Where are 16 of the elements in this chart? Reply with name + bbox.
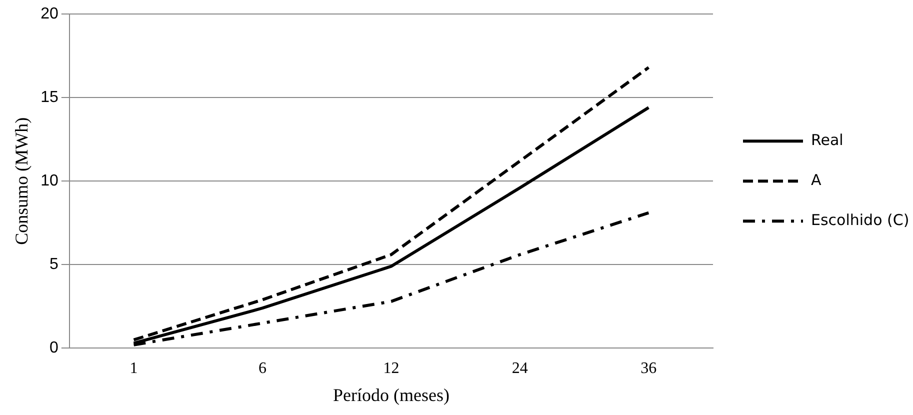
x-axis-title: Período (meses)	[332, 384, 450, 405]
y-axis-title: Consumo (MWh)	[12, 117, 32, 245]
x-tick-label: 12	[383, 360, 400, 378]
legend-label: A	[811, 170, 822, 189]
y-tick-label: 0	[49, 340, 58, 357]
x-tick-label: 24	[512, 360, 528, 378]
y-tick-label: 5	[49, 256, 58, 274]
y-tick-label: 15	[40, 88, 58, 106]
x-tick-label: 1	[130, 360, 138, 378]
line-series	[132, 66, 650, 342]
x-tick-label: 6	[258, 360, 266, 378]
y-tick-label: 10	[40, 172, 58, 190]
y-tick-label: 20	[40, 5, 58, 22]
x-tick-label: 36	[640, 360, 657, 378]
legend-label: Real	[811, 130, 844, 149]
legend-label: Escolhido (C)	[811, 210, 910, 229]
